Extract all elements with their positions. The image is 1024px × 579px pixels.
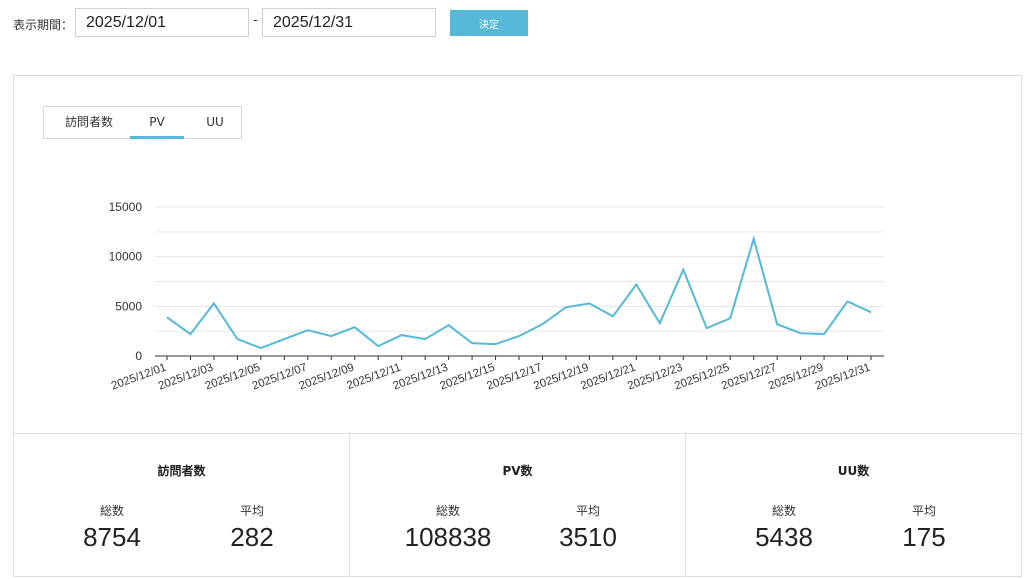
date-separator: - bbox=[253, 13, 258, 28]
stats-row: 訪問者数 総数 8754 平均 282 PV数 総数 108838 平均 351… bbox=[14, 433, 1021, 578]
stat-card-title: UU数 bbox=[837, 464, 870, 478]
stat-average: 平均 3510 bbox=[518, 502, 658, 553]
stat-average-label: 平均 bbox=[239, 504, 264, 518]
stat-card-uu: UU数 総数 5438 平均 175 bbox=[686, 434, 1021, 578]
x-axis-ticks: 2025/12/012025/12/032025/12/052025/12/07… bbox=[110, 362, 872, 393]
stat-total-value: 5438 bbox=[755, 522, 813, 552]
y-tick-label: 10000 bbox=[109, 250, 143, 264]
stat-average-value: 175 bbox=[902, 522, 946, 552]
stat-total: 総数 5438 bbox=[714, 502, 854, 553]
chart-grid bbox=[155, 206, 884, 332]
period-label: 表示期間： bbox=[13, 18, 74, 32]
stat-total-value: 8754 bbox=[83, 522, 141, 552]
stat-card-visitors: 訪問者数 総数 8754 平均 282 bbox=[14, 434, 350, 578]
series-line bbox=[166, 235, 872, 350]
stat-average-value: 3510 bbox=[559, 522, 617, 552]
series-pv bbox=[166, 235, 872, 350]
stat-card-title: 訪問者数 bbox=[157, 464, 206, 478]
stat-average: 平均 175 bbox=[854, 502, 994, 553]
stat-total-label: 総数 bbox=[435, 504, 460, 518]
y-tick-label: 15000 bbox=[109, 200, 143, 214]
stat-card-title: PV数 bbox=[502, 464, 533, 478]
start-date-input[interactable] bbox=[75, 8, 249, 37]
stat-total: 総数 8754 bbox=[42, 502, 182, 553]
stat-total: 総数 108838 bbox=[378, 502, 518, 553]
report-panel: 訪問者数 PV UU 0 5000 10000 15000 2025/12/01 202… bbox=[13, 75, 1022, 578]
metric-tabs: 訪問者数 PV UU bbox=[43, 106, 242, 139]
tab-visitors[interactable]: 訪問者数 bbox=[64, 115, 113, 129]
stat-average-label: 平均 bbox=[911, 504, 936, 518]
stat-average-value: 282 bbox=[230, 522, 274, 552]
filter-bar: 表示期間： - 決定 bbox=[0, 0, 1024, 60]
active-tab-indicator bbox=[130, 136, 184, 139]
tab-uu[interactable]: UU bbox=[206, 115, 224, 129]
stat-average: 平均 282 bbox=[182, 502, 322, 553]
stat-total-label: 総数 bbox=[99, 504, 124, 518]
pv-line-chart: 0 5000 10000 15000 2025/12/012025/12/032025… bbox=[109, 200, 884, 393]
stat-card-pv: PV数 総数 108838 平均 3510 bbox=[350, 434, 686, 578]
stat-total-label: 総数 bbox=[771, 504, 796, 518]
x-axis bbox=[155, 355, 884, 360]
y-tick-label: 5000 bbox=[115, 299, 142, 313]
y-tick-label: 0 bbox=[135, 349, 142, 363]
stat-average-label: 平均 bbox=[575, 504, 600, 518]
tab-pv[interactable]: PV bbox=[149, 115, 165, 129]
y-axis-ticks: 0 5000 10000 15000 bbox=[109, 200, 143, 363]
submit-button[interactable]: 決定 bbox=[450, 10, 528, 36]
end-date-input[interactable] bbox=[262, 8, 436, 37]
stat-total-value: 108838 bbox=[404, 522, 492, 552]
